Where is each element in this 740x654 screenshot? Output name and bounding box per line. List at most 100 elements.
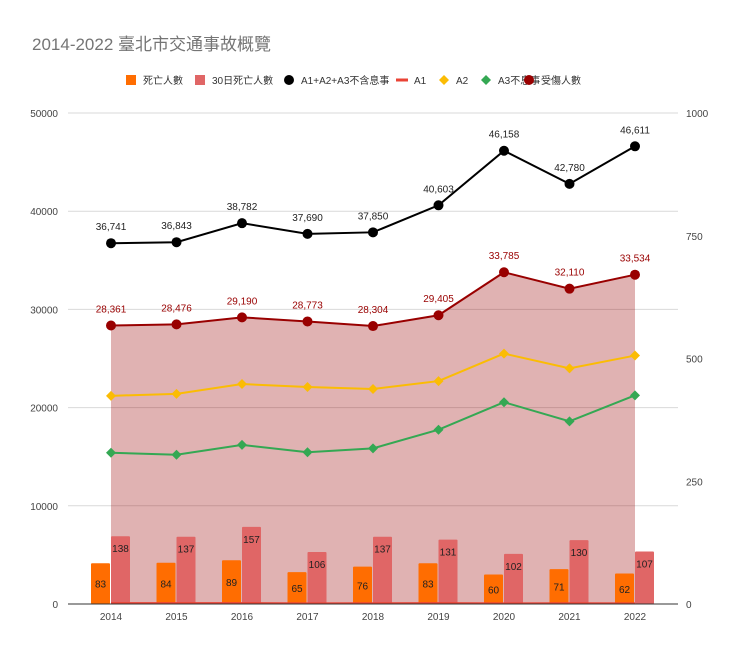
left-tick-label: 10000 bbox=[30, 502, 58, 513]
gridlines bbox=[68, 112, 678, 507]
legend-swatch bbox=[439, 75, 449, 85]
bar-deaths bbox=[418, 563, 438, 604]
bar-deaths-30day bbox=[504, 553, 523, 604]
diamond-marker bbox=[368, 383, 378, 394]
left-tick-label: 30000 bbox=[30, 305, 58, 316]
right-tick-label: 500 bbox=[686, 355, 703, 366]
point-value-label: 28,476 bbox=[161, 303, 192, 314]
chart-title: 2014-2022 臺北市交通事故概覽 bbox=[32, 35, 271, 54]
left-tick-label: 0 bbox=[52, 600, 58, 611]
right-tick-label: 750 bbox=[686, 232, 703, 243]
right-tick-label: 1000 bbox=[686, 109, 709, 120]
bar-value-label: 89 bbox=[226, 578, 238, 589]
point-value-label: 33,534 bbox=[620, 254, 651, 265]
bar-deaths bbox=[615, 573, 634, 604]
diamond-marker bbox=[499, 397, 509, 408]
data-labels: 83 84 89 65 76 83 60 71 62 138 137 157 106 137 131 102 1… bbox=[95, 125, 653, 596]
diamond-marker bbox=[171, 388, 182, 399]
point-marker bbox=[499, 145, 509, 156]
bar-value-label: 107 bbox=[636, 559, 653, 570]
legend-swatch bbox=[195, 75, 205, 85]
left-tick-label: 50000 bbox=[30, 109, 58, 120]
legend: 死亡人數 30日死亡人數 A1+A2+A3不含息事 A1 A2 A3不息事 受傷人數 bbox=[126, 74, 581, 87]
x-tick-label: 2015 bbox=[165, 612, 188, 623]
diamond-marker bbox=[433, 424, 444, 435]
point-value-label: 40,603 bbox=[423, 184, 454, 195]
bar-value-label: 131 bbox=[440, 548, 457, 559]
point-value-label: 29,405 bbox=[423, 294, 454, 305]
diamond-marker bbox=[630, 390, 640, 401]
point-marker bbox=[106, 320, 116, 331]
bar-deaths bbox=[222, 560, 241, 604]
point-marker bbox=[564, 283, 575, 294]
legend-label: 30日死亡人數 bbox=[212, 74, 273, 87]
bar-deaths-30day bbox=[569, 540, 589, 604]
point-marker bbox=[171, 319, 182, 330]
diamond-marker bbox=[564, 363, 575, 374]
point-value-label: 32,110 bbox=[555, 268, 585, 279]
x-tick-label: 2016 bbox=[231, 612, 254, 623]
diamond-marker bbox=[171, 449, 182, 460]
bar-deaths bbox=[549, 569, 569, 604]
point-value-label: 42,780 bbox=[554, 163, 585, 174]
bar-value-label: 62 bbox=[619, 585, 631, 596]
bar-value-label: 102 bbox=[505, 562, 522, 573]
diamond-marker bbox=[564, 416, 575, 427]
left-tick-label: 40000 bbox=[30, 207, 58, 218]
point-value-label: 28,304 bbox=[358, 305, 389, 316]
point-marker bbox=[564, 178, 575, 189]
diamond-marker bbox=[106, 447, 116, 458]
legend-swatch bbox=[524, 75, 534, 85]
point-marker bbox=[630, 141, 640, 152]
legend-swatch bbox=[396, 78, 408, 82]
x-tick-label: 2019 bbox=[427, 612, 450, 623]
point-marker bbox=[237, 218, 247, 229]
point-value-label: 46,158 bbox=[489, 130, 520, 141]
point-value-label: 28,773 bbox=[292, 300, 323, 311]
legend-label: A1+A2+A3不含息事 bbox=[301, 74, 389, 87]
bar-deaths bbox=[353, 566, 372, 604]
bar-value-label: 76 bbox=[357, 581, 369, 592]
bar-value-label: 130 bbox=[571, 548, 588, 559]
bar-deaths bbox=[156, 562, 176, 604]
x-tick-label: 2018 bbox=[362, 612, 385, 623]
bar-value-label: 137 bbox=[374, 545, 391, 556]
legend-label: A2 bbox=[456, 76, 469, 87]
legend-swatch bbox=[126, 75, 136, 85]
bar-deaths-30day bbox=[111, 536, 130, 604]
bar-value-label: 84 bbox=[160, 579, 172, 590]
point-marker bbox=[630, 269, 640, 280]
diamond-marker bbox=[237, 379, 247, 390]
point-marker bbox=[302, 228, 313, 239]
bar-value-label: 83 bbox=[422, 580, 434, 591]
bar-deaths-30day bbox=[307, 551, 327, 604]
diamond-marker bbox=[302, 447, 313, 458]
bars bbox=[91, 526, 654, 604]
point-marker bbox=[302, 316, 313, 327]
bar-deaths-30day bbox=[242, 526, 261, 604]
bar-deaths-30day bbox=[438, 539, 458, 604]
legend-label: 死亡人數 bbox=[143, 74, 183, 87]
point-marker bbox=[368, 227, 378, 238]
x-tick-label: 2021 bbox=[558, 612, 581, 623]
diamond-marker bbox=[368, 443, 378, 454]
bar-value-label: 106 bbox=[309, 560, 326, 571]
x-tick-label: 2017 bbox=[296, 612, 319, 623]
legend-label: A1 bbox=[414, 76, 427, 87]
bar-deaths bbox=[484, 574, 503, 604]
bar-deaths-30day bbox=[373, 536, 392, 604]
bar-value-label: 65 bbox=[291, 584, 303, 595]
bar-value-label: 71 bbox=[553, 583, 565, 594]
bar-deaths bbox=[91, 563, 110, 604]
legend-swatch bbox=[284, 75, 294, 85]
x-tick-label: 2022 bbox=[624, 612, 647, 623]
point-value-label: 38,782 bbox=[227, 202, 258, 213]
point-marker bbox=[499, 267, 509, 278]
bar-value-label: 137 bbox=[178, 545, 195, 556]
axes: 0 10000 20000 30000 40000 50000 0 250 500 750 1000… bbox=[30, 109, 708, 623]
point-marker bbox=[106, 238, 116, 249]
lines bbox=[106, 141, 640, 605]
diamond-marker bbox=[630, 350, 640, 361]
